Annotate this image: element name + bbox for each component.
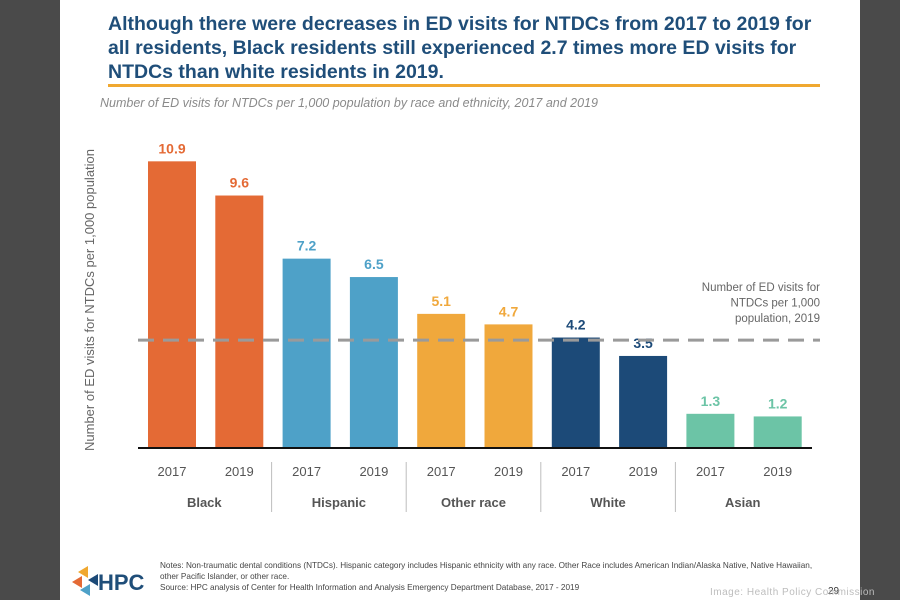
- footnotes: Notes: Non-traumatic dental conditions (…: [160, 560, 820, 593]
- hpc-logo-text: HPC: [98, 570, 145, 595]
- chart-subtitle: Number of ED visits for NTDCs per 1,000 …: [100, 96, 598, 110]
- x-tick-year: 2017: [292, 464, 321, 479]
- data-label: 6.5: [364, 256, 384, 272]
- bar: [349, 277, 398, 448]
- y-axis-label: Number of ED visits for NTDCs per 1,000 …: [82, 149, 97, 451]
- bar: [484, 324, 533, 448]
- data-label: 4.7: [499, 303, 519, 319]
- data-label: 5.1: [431, 293, 451, 309]
- x-tick-year: 2019: [225, 464, 254, 479]
- image-credit: Image: Health Policy Commission: [710, 587, 875, 598]
- x-tick-year: 2019: [629, 464, 658, 479]
- page-number: 29: [828, 586, 840, 597]
- bar: [753, 416, 802, 448]
- reference-line-label: Number of ED visits for: [702, 282, 820, 294]
- x-tick-year: 2017: [427, 464, 456, 479]
- source-text: Source: HPC analysis of Center for Healt…: [160, 583, 580, 592]
- bar: [686, 413, 735, 448]
- x-group-label: White: [590, 495, 625, 510]
- bar: [551, 337, 600, 448]
- x-group-label: Asian: [725, 495, 760, 510]
- bar-chart: Number of ED visits for NTDCs per 1,000 …: [82, 140, 820, 512]
- bar: [148, 161, 196, 448]
- data-label: 9.6: [230, 175, 250, 191]
- data-label: 1.2: [768, 395, 788, 411]
- x-tick-year: 2017: [696, 464, 725, 479]
- x-tick-year: 2017: [158, 464, 187, 479]
- bar: [282, 258, 331, 448]
- reference-line-label: population, 2019: [735, 313, 820, 325]
- data-label: 10.9: [158, 140, 185, 156]
- x-tick-year: 2019: [763, 464, 792, 479]
- data-label: 3.5: [633, 335, 653, 351]
- x-tick-year: 2019: [494, 464, 523, 479]
- bar: [619, 355, 668, 448]
- slide: Although there were decreases in ED visi…: [60, 0, 860, 600]
- bar: [215, 195, 264, 448]
- x-group-label: Hispanic: [312, 495, 366, 510]
- slide-title: Although there were decreases in ED visi…: [108, 13, 812, 83]
- data-label: 7.2: [297, 238, 317, 254]
- notes-text: Notes: Non-traumatic dental conditions (…: [160, 561, 813, 581]
- data-label: 1.3: [701, 393, 721, 409]
- data-label: 4.2: [566, 317, 586, 333]
- hpc-logo-icon: [72, 566, 98, 596]
- x-group-label: Black: [187, 495, 222, 510]
- x-group-label: Other race: [441, 495, 506, 510]
- x-tick-year: 2019: [359, 464, 388, 479]
- title-rule: [108, 84, 820, 87]
- x-tick-year: 2017: [561, 464, 590, 479]
- bar: [417, 313, 466, 448]
- reference-line-label: NTDCs per 1,000: [731, 298, 820, 310]
